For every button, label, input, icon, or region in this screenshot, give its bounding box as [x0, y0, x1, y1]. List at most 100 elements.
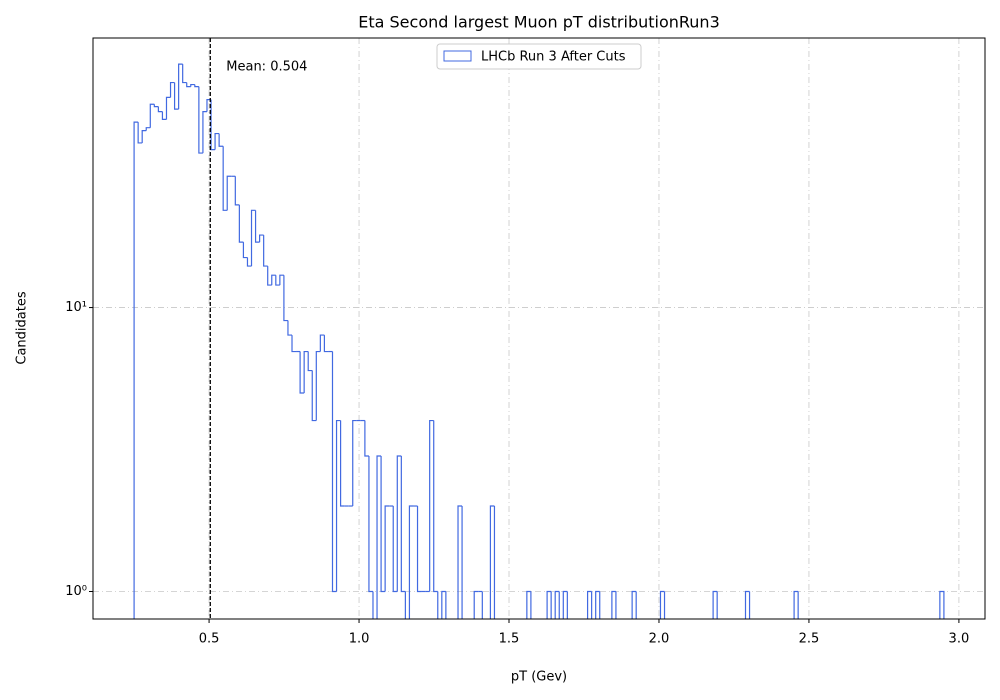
- histogram-bin: [380, 456, 386, 593]
- histogram-bin: [153, 104, 159, 108]
- histogram-bin: [404, 591, 406, 619]
- histogram-bin: [226, 175, 232, 211]
- histogram-bin: [797, 591, 799, 619]
- histogram-bin: [133, 121, 139, 619]
- histogram-bin: [659, 590, 665, 619]
- histogram-bin: [566, 591, 568, 619]
- histogram-bin: [526, 590, 531, 619]
- histogram-bin: [141, 130, 147, 143]
- histogram-bin: [279, 274, 284, 286]
- histogram-bin: [611, 590, 616, 619]
- x-tick-label: 2.5: [799, 632, 820, 647]
- histogram-bin: [299, 351, 305, 394]
- histogram-bin: [178, 63, 183, 110]
- histogram-bin: [437, 591, 439, 619]
- histogram-bin: [433, 420, 438, 593]
- histogram-bin: [635, 591, 637, 619]
- histogram-bin: [595, 590, 600, 619]
- chart-title: Eta Second largest Muon pT distributionR…: [358, 13, 720, 32]
- axes-frame: [92, 37, 986, 620]
- legend-frame: [436, 43, 642, 70]
- histogram-bin: [716, 591, 718, 619]
- x-tick-label: 1.0: [349, 632, 370, 647]
- histogram-bin: [744, 590, 750, 619]
- histogram-bin: [149, 103, 155, 128]
- histogram-bin: [416, 506, 422, 593]
- histogram-bin: [400, 456, 406, 593]
- histogram-bin: [157, 106, 163, 113]
- histogram-bin: [291, 335, 297, 353]
- grid: [93, 38, 985, 619]
- histogram-bin: [712, 590, 718, 619]
- histogram-bin: [408, 505, 414, 619]
- histogram-bin: [376, 455, 382, 619]
- histogram-bin: [562, 590, 568, 619]
- x-tick-label: 1.5: [499, 632, 520, 647]
- histogram-bin: [145, 127, 151, 131]
- histogram-bin: [457, 505, 463, 619]
- histogram-bin: [554, 590, 560, 619]
- histogram-bin: [631, 590, 637, 619]
- histogram-bin: [169, 81, 175, 98]
- histogram-bin: [352, 419, 357, 507]
- x-axis-label: pT (Gev): [511, 670, 567, 685]
- histogram-bin: [307, 351, 313, 372]
- axes: 0.5 1.0 1.5 2.0 2.5 3.0 10⁰ 10¹ Mean: 0.504 LHCb …: [65, 43, 970, 647]
- histogram-bin: [238, 204, 244, 243]
- x-tick-label: 2.0: [649, 632, 670, 647]
- histogram-bin: [259, 234, 264, 243]
- histogram-bin: [267, 266, 272, 286]
- histogram-bin: [222, 146, 228, 211]
- histogram-bin: [429, 419, 434, 592]
- histogram-bin: [335, 419, 341, 592]
- y-tick-label: 10⁰: [65, 584, 87, 599]
- histogram-bin: [441, 590, 446, 619]
- histogram-bin: [263, 235, 268, 267]
- histogram-bin: [182, 64, 187, 84]
- legend-label: LHCb Run 3 After Cuts: [481, 50, 626, 65]
- histogram-bin: [250, 209, 256, 267]
- x-tick-label: 3.0: [949, 632, 970, 647]
- plot-area: [133, 38, 945, 619]
- histogram-bin: [372, 591, 374, 619]
- legend: LHCb Run 3 After Cuts: [436, 43, 642, 70]
- histogram-bin: [186, 82, 191, 88]
- y-axis-label: Candidates: [15, 291, 30, 364]
- histogram-bin: [663, 591, 666, 619]
- histogram-bin: [939, 590, 945, 619]
- histogram-bin: [275, 275, 280, 286]
- histogram-bin: [489, 505, 495, 619]
- histogram-bin: [194, 84, 199, 88]
- histogram-bin: [339, 420, 345, 507]
- histogram-bin: [550, 591, 552, 619]
- legend-swatch: [443, 50, 472, 62]
- histogram-bin: [615, 591, 617, 619]
- histogram-bin: [283, 275, 288, 322]
- histogram-bin: [396, 455, 402, 592]
- y-tick-label: 10¹: [65, 300, 87, 315]
- histogram-bin: [246, 257, 252, 267]
- histogram-bin: [384, 505, 390, 592]
- histogram-bin: [198, 86, 203, 154]
- histogram-bin: [793, 590, 799, 619]
- histogram-bin: [190, 83, 195, 87]
- histogram-bin: [137, 122, 143, 144]
- histogram-bin: [319, 334, 325, 352]
- histogram-bin: [331, 351, 337, 593]
- histogram-bin: [481, 591, 483, 619]
- histogram-bin: [473, 590, 479, 619]
- histogram-bin: [311, 370, 317, 422]
- histogram-bin: [368, 456, 373, 593]
- histogram-bin: [546, 590, 552, 619]
- histogram-bin: [173, 82, 179, 110]
- histogram-bin: [591, 591, 593, 619]
- histogram-bin: [392, 506, 398, 593]
- histogram-bin: [202, 110, 207, 154]
- histogram-bin: [254, 210, 260, 243]
- histogram-bin: [461, 506, 463, 619]
- histogram-bin: [271, 274, 276, 286]
- histogram-bin: [234, 176, 240, 206]
- histogram-bin: [287, 320, 293, 336]
- histogram-bin: [599, 591, 601, 619]
